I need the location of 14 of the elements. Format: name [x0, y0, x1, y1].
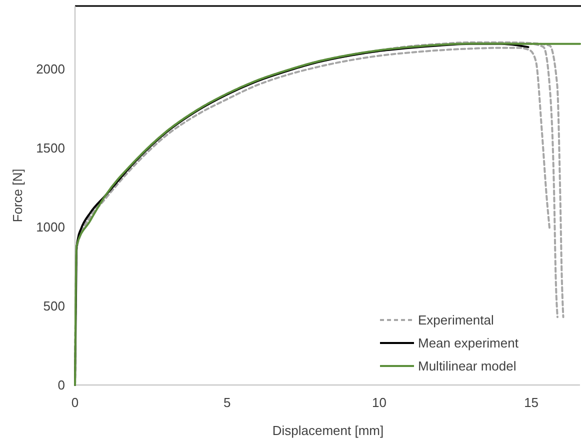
y-tick-label: 500 — [43, 298, 65, 314]
y-tick-label: 1000 — [36, 220, 65, 235]
x-tick-label: 15 — [524, 395, 539, 410]
y-tick-label: 2000 — [36, 62, 65, 77]
legend-label: Multilinear model — [418, 358, 516, 374]
x-tick-label: 0 — [71, 395, 79, 410]
y-tick-label: 0 — [58, 378, 65, 393]
y-tick-label: 1500 — [36, 140, 65, 156]
x-tick-label: 5 — [223, 395, 231, 410]
legend-label: Mean experiment — [418, 336, 519, 351]
legend-label: Experimental — [418, 312, 494, 328]
y-axis-title: Force [N] — [10, 168, 25, 222]
x-axis-title: Displacement [mm] — [272, 423, 384, 438]
x-tick-label: 10 — [372, 395, 386, 410]
